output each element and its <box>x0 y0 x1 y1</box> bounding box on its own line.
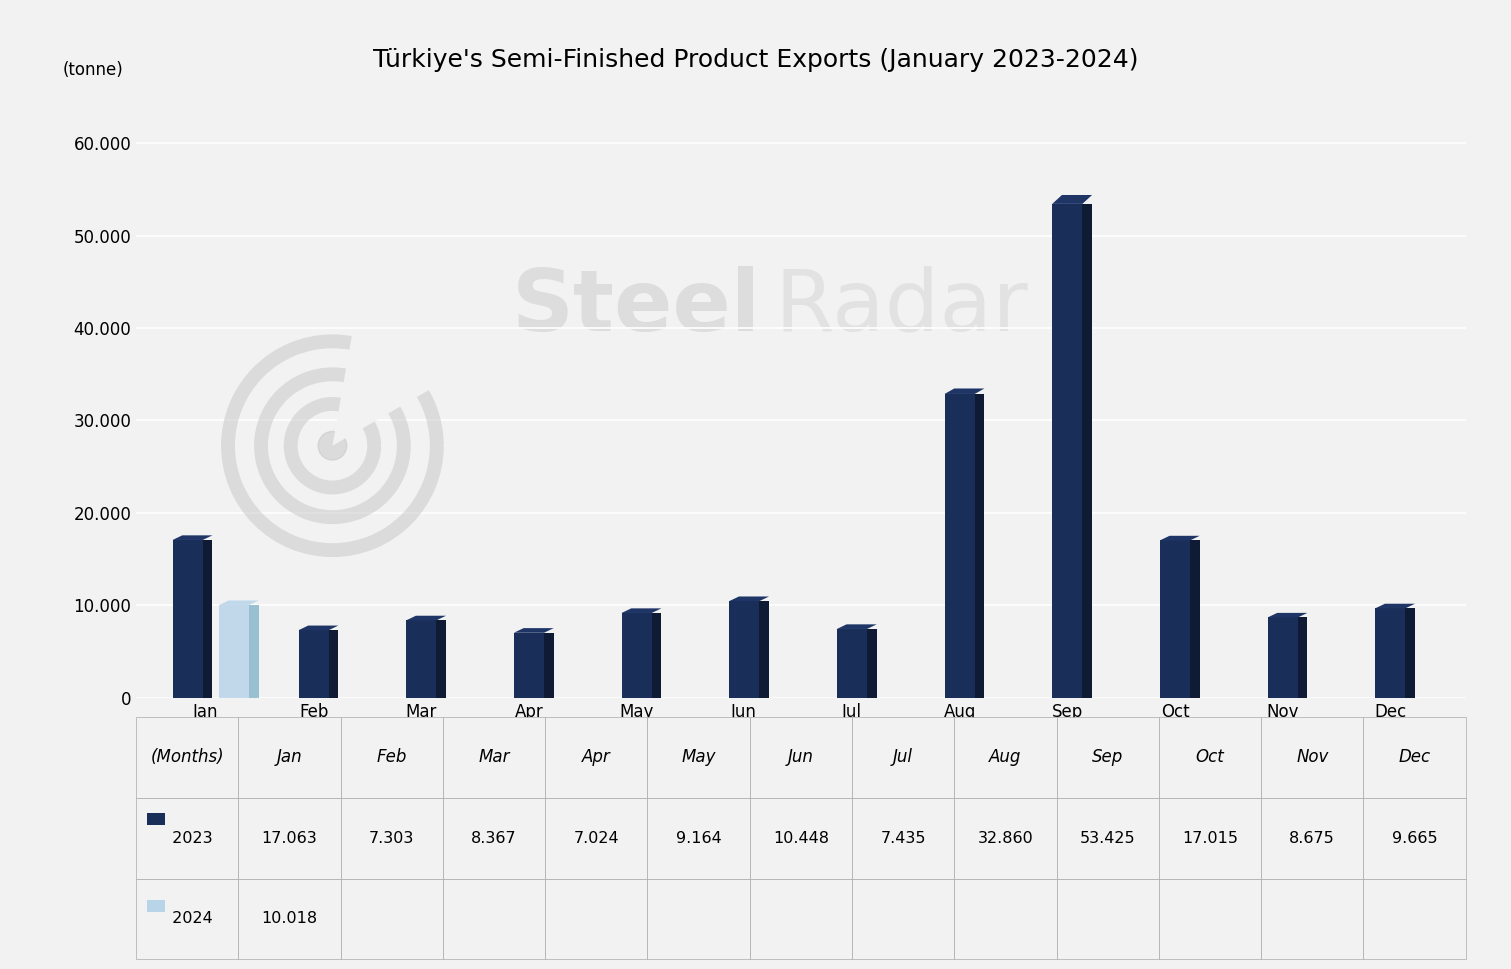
Bar <box>219 605 249 698</box>
Text: Radar: Radar <box>774 266 1027 349</box>
Bar <box>730 601 760 698</box>
Bar <box>760 601 769 698</box>
Wedge shape <box>332 332 432 446</box>
Circle shape <box>319 431 346 460</box>
Polygon shape <box>219 601 258 605</box>
Polygon shape <box>299 626 338 630</box>
Bar <box>837 629 867 698</box>
Bar <box>621 613 651 698</box>
Bar <box>172 540 202 698</box>
Bar <box>406 620 437 698</box>
Polygon shape <box>514 628 553 633</box>
Bar <box>249 605 258 698</box>
Polygon shape <box>1160 536 1200 541</box>
Bar <box>867 629 876 698</box>
Polygon shape <box>1052 195 1092 203</box>
Text: Steel: Steel <box>512 266 762 349</box>
Bar <box>975 394 984 698</box>
Polygon shape <box>406 615 446 620</box>
Bar <box>1082 203 1092 698</box>
Bar <box>1052 203 1082 698</box>
Bar <box>1405 609 1416 698</box>
Polygon shape <box>1268 612 1307 617</box>
Polygon shape <box>172 535 213 540</box>
Bar <box>299 630 329 698</box>
Bar <box>1191 541 1200 698</box>
Bar <box>514 633 544 698</box>
Text: (tonne): (tonne) <box>63 61 124 78</box>
Polygon shape <box>1375 604 1416 609</box>
Bar <box>1160 541 1191 698</box>
Polygon shape <box>944 389 984 394</box>
Bar <box>1268 617 1298 698</box>
Bar <box>544 633 553 698</box>
Polygon shape <box>621 609 662 613</box>
Bar <box>329 630 338 698</box>
Bar <box>437 620 446 698</box>
Bar <box>202 540 213 698</box>
Bar <box>1375 609 1405 698</box>
Text: Türkiye's Semi-Finished Product Exports (January 2023-2024): Türkiye's Semi-Finished Product Exports … <box>373 48 1138 73</box>
Polygon shape <box>730 597 769 601</box>
Bar <box>651 613 662 698</box>
Polygon shape <box>837 624 876 629</box>
Bar <box>1298 617 1307 698</box>
Bar <box>944 394 975 698</box>
